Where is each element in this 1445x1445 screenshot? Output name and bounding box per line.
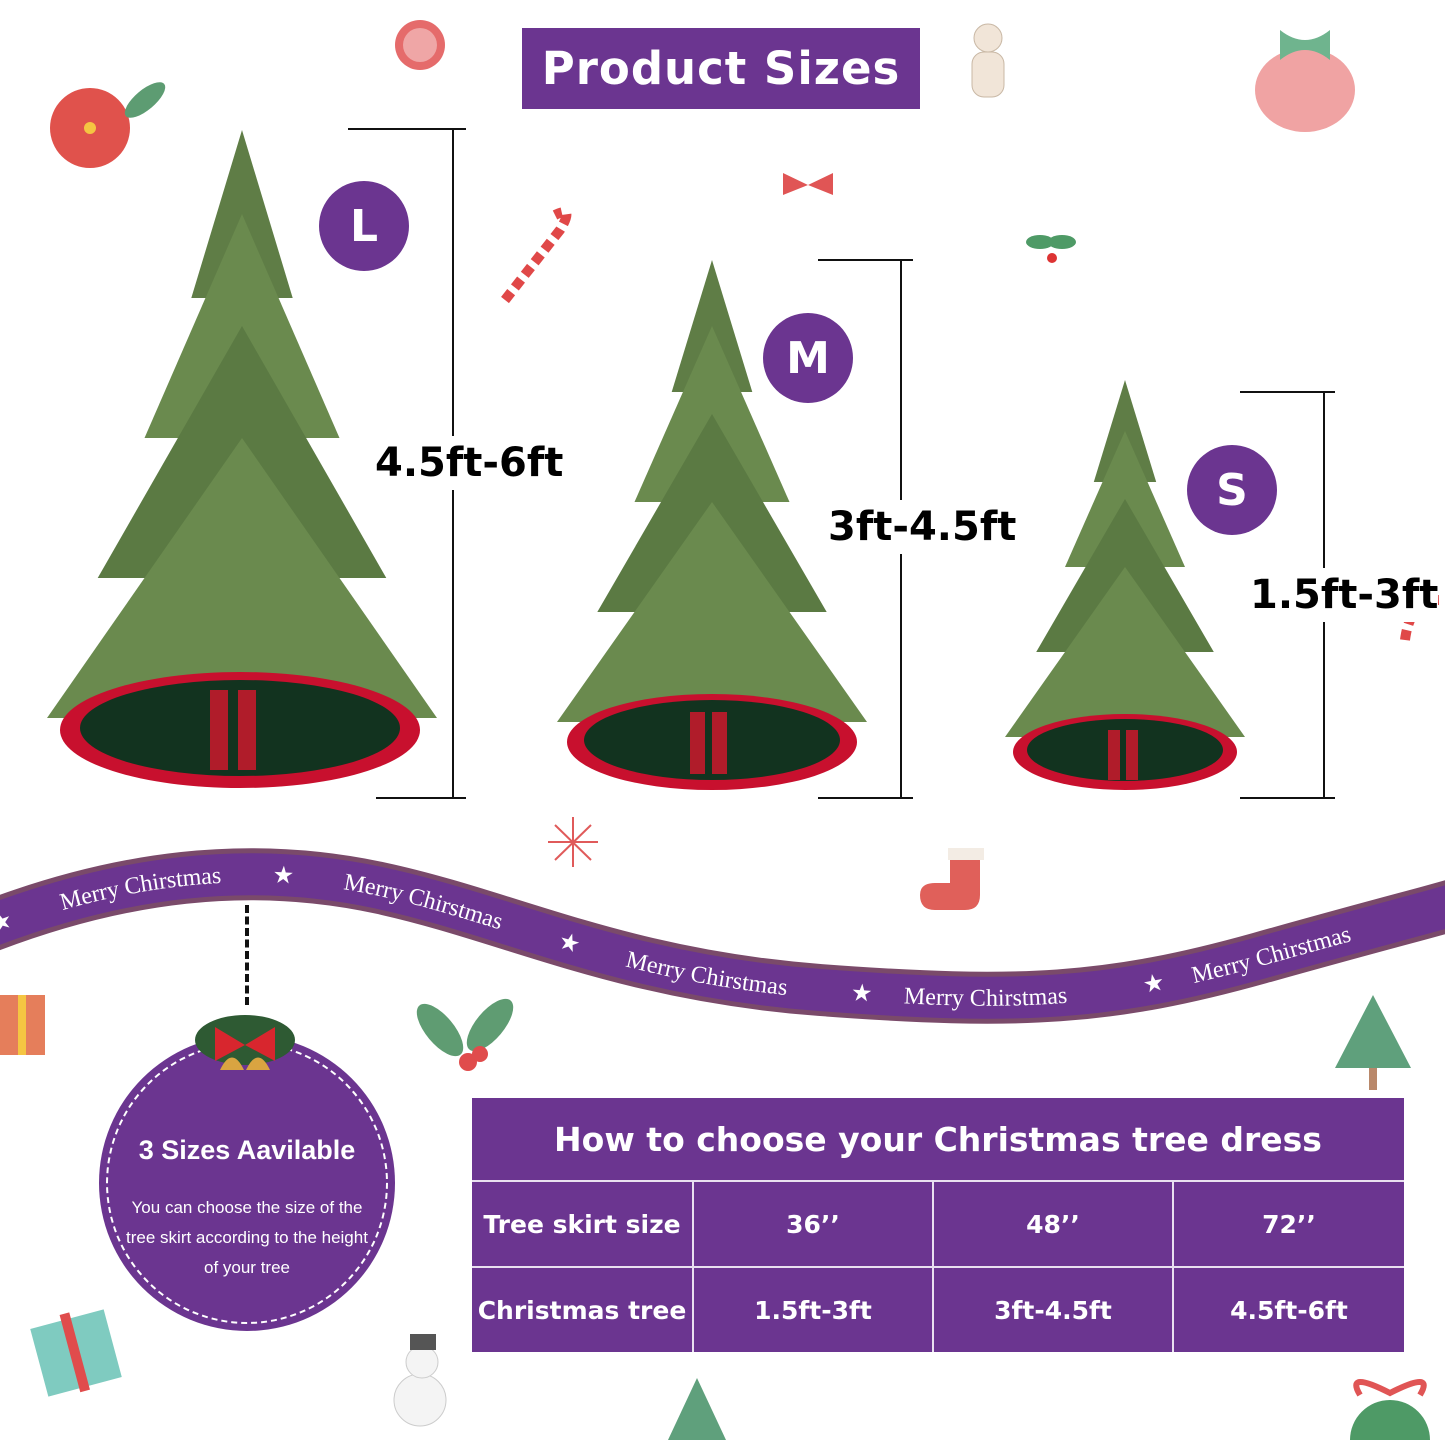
badge-description: You can choose the size of the tree skir… (126, 1198, 368, 1277)
tree-large (47, 130, 437, 788)
height-bracket-bottom (818, 797, 913, 799)
bauble-icon (1350, 1379, 1430, 1440)
size-badge-large: L (319, 181, 409, 271)
table-cell: 72’’ (1172, 1182, 1404, 1266)
table-cell: 4.5ft-6ft (1172, 1268, 1404, 1352)
table-row: Tree skirt size 36’’ 48’’ 72’’ (472, 1180, 1404, 1266)
table-cell: 36’’ (692, 1182, 932, 1266)
table-cell: 48’’ (932, 1182, 1172, 1266)
bow-icon (783, 173, 833, 195)
page-title: Product Sizes (522, 28, 920, 109)
table-title: How to choose your Christmas tree dress (554, 1119, 1322, 1159)
height-bracket-top (818, 259, 913, 261)
gingerbread-icon (971, 23, 1005, 98)
tree-medium (557, 260, 867, 790)
ribbon-text: Merry Chirstmas (903, 983, 1068, 1012)
holly-icon (1026, 235, 1076, 263)
table-row-header: Christmas tree (477, 1295, 687, 1325)
tree-small (1005, 380, 1245, 790)
height-label-large: 4.5ft-6ft (375, 436, 564, 490)
height-bracket-bottom (376, 797, 466, 799)
gift-icon (0, 995, 45, 1055)
height-label-medium: 3ft-4.5ft (828, 500, 1017, 554)
height-label-small: 1.5ft-3ft (1250, 568, 1439, 622)
snowman-icon (393, 1334, 447, 1427)
pine-tree-icon (668, 1378, 726, 1440)
bauble-icon (395, 20, 445, 70)
svg-text:Merry Chirstmas: Merry Chirstmas (903, 983, 1068, 1012)
bells-bow-icon (195, 1015, 295, 1070)
height-bracket-top (348, 128, 466, 130)
gift-icon (30, 1309, 122, 1397)
height-bracket-bottom (1240, 797, 1335, 799)
snowflake-icon (548, 817, 598, 867)
sizes-available-badge: 3 Sizes Aavilable You can choose the siz… (99, 1035, 395, 1331)
size-badge-medium: M (763, 313, 853, 403)
dashed-connector (245, 905, 249, 1005)
candy-cane-icon (501, 207, 572, 304)
ribbon-star: ★ (1141, 970, 1167, 999)
svg-text:★: ★ (272, 863, 295, 890)
table-row-header: Tree skirt size (483, 1209, 681, 1239)
size-guide-table: How to choose your Christmas tree dress … (472, 1098, 1404, 1352)
height-bracket-top (1240, 391, 1335, 393)
svg-text:★: ★ (850, 980, 873, 1007)
holly-icon (416, 998, 514, 1071)
stocking-icon (920, 848, 984, 910)
table-row: Christmas tree 1.5ft-3ft 3ft-4.5ft 4.5ft… (472, 1266, 1404, 1352)
merry-christmas-ribbon: ★ Merry Chirstmas ★ Merry Chirstmas ★ Me… (0, 863, 1445, 1012)
table-cell: 3ft-4.5ft (932, 1268, 1172, 1352)
size-badge-small: S (1187, 445, 1277, 535)
ribbon-star: ★ (850, 980, 873, 1007)
table-cell: 1.5ft-3ft (692, 1268, 932, 1352)
gift-ornament-icon (1255, 30, 1355, 132)
badge-title: 3 Sizes Aavilable (138, 1135, 356, 1165)
poinsettia-icon (50, 82, 166, 168)
ribbon-star: ★ (272, 863, 295, 890)
pine-tree-icon (1335, 995, 1411, 1090)
svg-text:★: ★ (1141, 970, 1167, 999)
